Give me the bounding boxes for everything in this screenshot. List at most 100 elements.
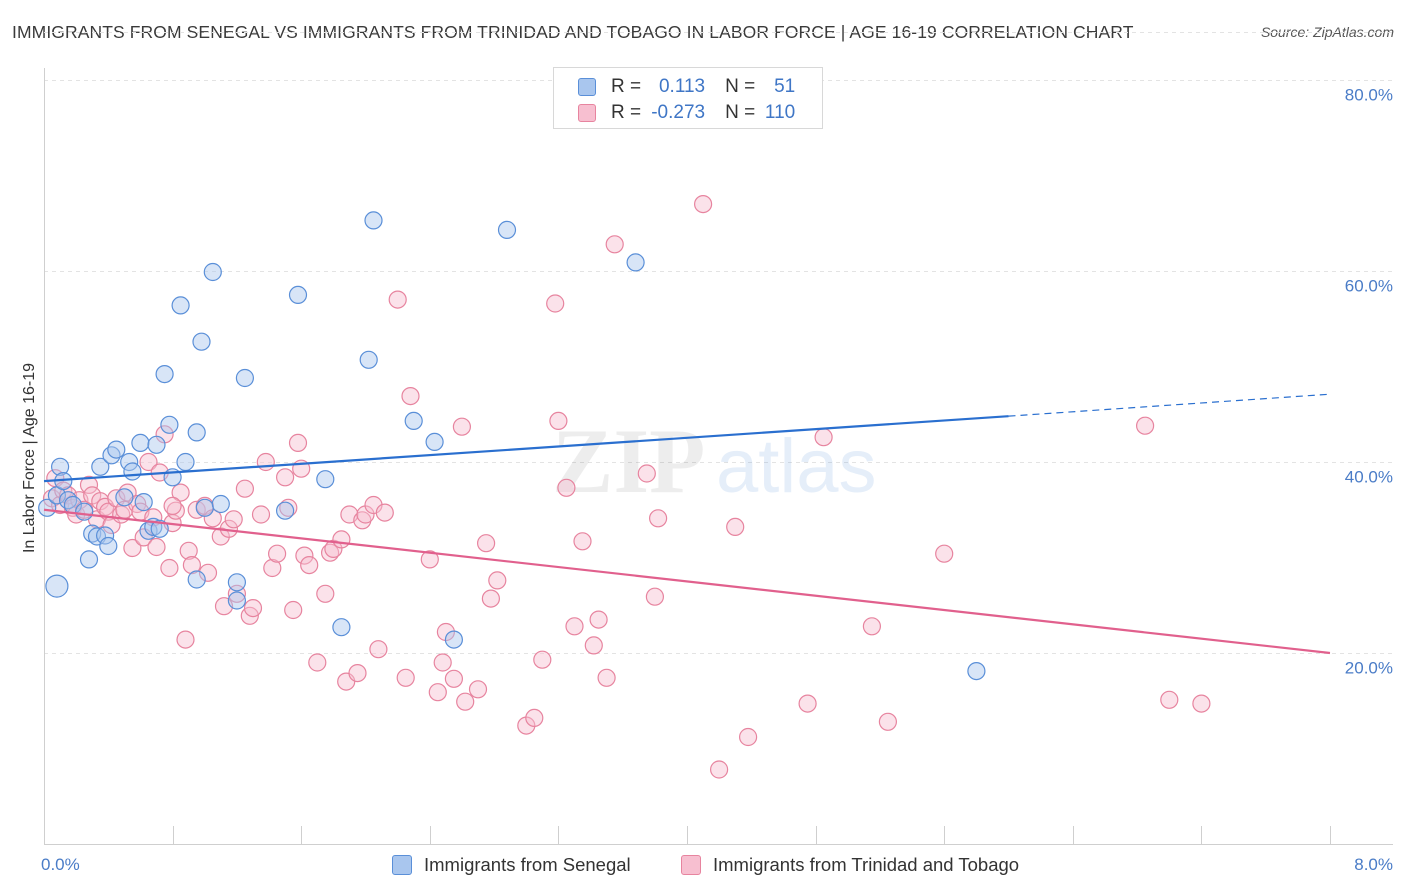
senegal-point [115, 488, 134, 507]
senegal-point [187, 570, 206, 589]
trinidad-point [348, 663, 367, 683]
trinidad-point [433, 653, 452, 672]
trinidad-point [279, 498, 298, 517]
senegal-point [276, 501, 295, 520]
trinidad-point [645, 587, 665, 606]
trinidad-point [444, 669, 463, 688]
senegal-point [187, 423, 206, 442]
trinidad-point [477, 534, 496, 553]
trinidad-point [288, 433, 308, 452]
trinidad-point [481, 589, 500, 608]
trinidad-point [584, 636, 603, 655]
senegal-point [626, 253, 645, 272]
trinidad-point [375, 503, 394, 522]
trinidad-point [243, 598, 263, 618]
trinidad-point [276, 468, 295, 487]
senegal-point [404, 411, 423, 430]
trinidad-point [533, 650, 552, 669]
senegal-legend-swatch [392, 855, 412, 875]
n-value: 51 [774, 76, 796, 97]
trinidad-point [709, 760, 729, 779]
senegal-point [155, 365, 174, 384]
trinidad-point [353, 511, 372, 530]
senegal-point [150, 519, 169, 538]
trinidad-point [163, 496, 182, 515]
trinidad-point [332, 530, 351, 549]
trinidad-point [235, 479, 254, 498]
senegal-point [195, 498, 214, 517]
trinidad-point [139, 452, 158, 472]
grid-lines: 20.0% 40.0% 60.0% 80.0% [44, 32, 1393, 678]
y-tick-label: 40.0% [1345, 468, 1393, 487]
trinidad-point [456, 692, 475, 711]
trinidad-point [648, 509, 668, 528]
trinidad-point [546, 294, 565, 313]
trinidad-point [726, 517, 745, 537]
senegal-point [91, 457, 110, 476]
trinidad-point [160, 558, 179, 578]
trinidad-point [369, 640, 388, 659]
x-tick-label-max: 8.0% [1354, 855, 1393, 874]
trinidad-point [878, 712, 898, 731]
trinidad-point [637, 464, 656, 483]
n-label: N = [725, 76, 756, 97]
trinidad-point [738, 727, 758, 747]
legend-item-trinidad[interactable]: Immigrants from Trinidad and Tobago [681, 853, 1019, 877]
r-label: R = [611, 76, 642, 97]
legend-label-trinidad: Immigrants from Trinidad and Tobago [713, 854, 1020, 875]
axis-ticks [44, 826, 1331, 844]
senegal-point [131, 433, 150, 452]
trinidad-point [284, 600, 303, 620]
senegal-point [425, 432, 444, 451]
trinidad-point [256, 452, 275, 472]
senegal-point [79, 550, 99, 569]
trinidad-point [316, 584, 335, 603]
senegal-point [99, 536, 118, 556]
y-tick-label: 60.0% [1345, 277, 1393, 296]
trinidad-point [388, 290, 407, 309]
senegal-point [45, 574, 69, 598]
trinidad-point [396, 668, 415, 687]
trinidad-point [798, 694, 817, 713]
trinidad-point [862, 617, 882, 636]
trinidad-point [198, 563, 218, 582]
r-value: -0.273 [651, 102, 706, 123]
trinidad-point [1192, 694, 1211, 713]
trinidad-point [176, 630, 195, 649]
trinidad-point [605, 235, 624, 254]
senegal-trend-line [43, 415, 1009, 483]
trinidad-point [295, 546, 314, 565]
senegal-point [134, 493, 153, 512]
senegal-point [160, 415, 179, 434]
senegal-point [235, 368, 254, 388]
legend-item-senegal[interactable]: Immigrants from Senegal [392, 853, 631, 877]
senegal-point [50, 457, 70, 476]
trinidad-point [182, 555, 201, 575]
trinidad-point [428, 683, 447, 702]
axes [44, 68, 1393, 845]
trinidad-point [468, 680, 488, 699]
trinidad-point [1160, 690, 1179, 709]
senegal-point [359, 350, 378, 369]
senegal-point [192, 332, 211, 351]
senegal-point [203, 262, 222, 282]
trinidad-point [171, 483, 190, 502]
trinidad-point [1135, 416, 1155, 435]
trinidad-point [565, 617, 584, 636]
trinidad-legend-swatch [681, 855, 701, 875]
watermark-atlas: atlas [716, 424, 877, 509]
trinidad-point [263, 558, 282, 578]
senegal-point [75, 502, 94, 521]
trinidad-point [420, 550, 439, 569]
trinidad-point [308, 653, 327, 672]
trinidad-point [166, 501, 185, 520]
stats-row-senegal: R = 0.113 N = 51 [578, 75, 795, 99]
trinidad-point [300, 555, 319, 575]
x-tick-label-min: 0.0% [41, 855, 80, 874]
senegal-point [967, 661, 986, 681]
senegal-point [38, 498, 57, 517]
trinidad-point [224, 510, 243, 529]
senegal-point [316, 470, 335, 489]
trinidad-point [557, 478, 576, 497]
